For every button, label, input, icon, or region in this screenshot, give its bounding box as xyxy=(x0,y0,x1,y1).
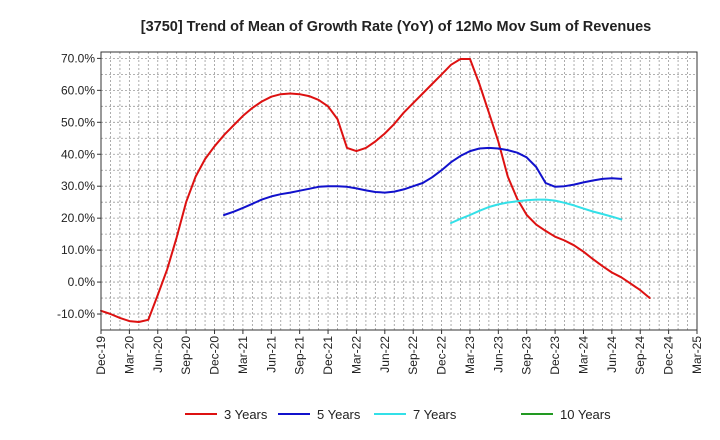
x-tick-label: Mar-24 xyxy=(576,336,590,374)
x-tick-label: Dec-22 xyxy=(435,336,449,375)
grid xyxy=(101,52,697,330)
legend-label-10-years: 10 Years xyxy=(560,407,611,422)
y-tick-label: -10.0% xyxy=(57,307,95,321)
chart-title: [3750] Trend of Mean of Growth Rate (YoY… xyxy=(141,19,652,35)
x-tick-label: Sep-20 xyxy=(179,336,193,375)
legend: 3 Years 5 Years 7 Years 10 Years xyxy=(185,407,611,422)
x-tick-label: Mar-23 xyxy=(463,336,477,374)
x-tick-label: Jun-24 xyxy=(605,336,619,373)
y-tick-label: 70.0% xyxy=(61,51,95,65)
y-tick-label: 50.0% xyxy=(61,115,95,129)
x-tick-label: Sep-21 xyxy=(293,336,307,375)
x-tick-label: Jun-23 xyxy=(491,336,505,373)
x-tick-label: Mar-20 xyxy=(122,336,136,374)
y-axis: 70.0% 60.0% 50.0% 40.0% 30.0% 20.0% 10.0% 0.0% -… xyxy=(57,51,101,321)
legend-label-7-years: 7 Years xyxy=(413,407,457,422)
x-tick-label: Dec-21 xyxy=(321,336,335,375)
legend-label-3-years: 3 Years xyxy=(224,407,268,422)
series-line-3-years xyxy=(100,58,651,323)
series-lines xyxy=(100,58,651,323)
plot-area-frame xyxy=(100,51,698,331)
series-line-5-years xyxy=(223,146,623,216)
x-tick-label: Sep-24 xyxy=(633,336,647,375)
x-tick-label: Sep-23 xyxy=(520,336,534,375)
y-tick-label: 0.0% xyxy=(68,275,96,289)
x-tick-label: Dec-23 xyxy=(548,336,562,375)
x-tick-label: Jun-22 xyxy=(378,336,392,373)
x-tick-label: Dec-24 xyxy=(662,336,676,375)
x-tick-label: Mar-22 xyxy=(349,336,363,374)
x-tick-label: Sep-22 xyxy=(406,336,420,375)
y-tick-label: 60.0% xyxy=(61,83,95,97)
x-tick-label: Dec-20 xyxy=(208,336,222,375)
y-tick-label: 40.0% xyxy=(61,147,95,161)
x-tick-label: Mar-25 xyxy=(690,336,704,374)
x-tick-label: Jun-20 xyxy=(151,336,165,373)
x-tick-label: Jun-21 xyxy=(264,336,278,373)
series-line-7-years xyxy=(450,198,623,224)
y-tick-label: 20.0% xyxy=(61,211,95,225)
x-axis: Dec-19 Mar-20 Jun-20 Sep-20 Dec-20 Mar-21 Jun-… xyxy=(94,330,704,375)
y-tick-label: 10.0% xyxy=(61,243,95,257)
x-tick-label: Dec-19 xyxy=(94,336,108,375)
x-tick-label: Mar-21 xyxy=(236,336,250,374)
y-tick-label: 30.0% xyxy=(61,179,95,193)
legend-label-5-years: 5 Years xyxy=(317,407,361,422)
